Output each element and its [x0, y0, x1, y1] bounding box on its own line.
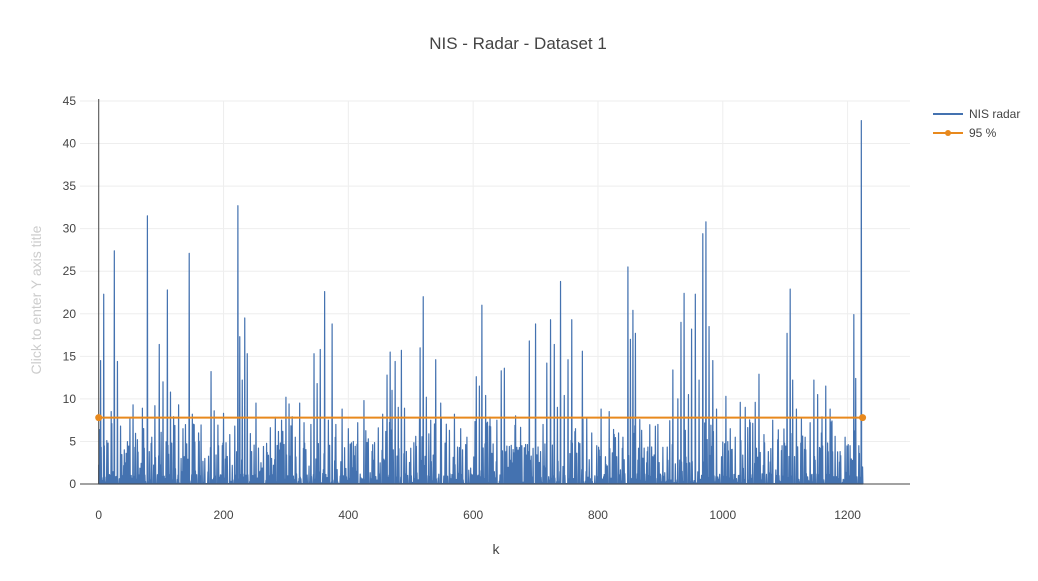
y-tick-label: 0	[69, 477, 76, 491]
threshold-point	[95, 414, 103, 422]
x-tick-label: 1200	[834, 508, 861, 522]
x-tick-label: 400	[338, 508, 358, 522]
y-tick-label: 30	[63, 222, 77, 236]
x-tick-label: 600	[463, 508, 483, 522]
y-tick-label: 40	[63, 137, 77, 151]
x-tick-label: 200	[214, 508, 234, 522]
legend-label-nis-radar: NIS radar	[969, 107, 1020, 121]
legend-item-nis-radar[interactable]: NIS radar	[933, 107, 1020, 121]
y-axis-title-placeholder[interactable]: Click to enter Y axis title	[28, 225, 44, 374]
legend-marker-95-percent	[945, 130, 951, 136]
legend[interactable]: NIS radar 95 %	[933, 107, 1020, 140]
x-tick-label: 800	[588, 508, 608, 522]
y-tick-label: 15	[63, 349, 77, 363]
threshold-point	[859, 414, 867, 422]
y-tick-label: 45	[63, 94, 77, 108]
y-tick-label: 10	[63, 392, 77, 406]
x-axis-title[interactable]: k	[493, 541, 501, 557]
threshold-series	[95, 414, 867, 422]
legend-label-95-percent: 95 %	[969, 126, 997, 140]
gridlines	[80, 100, 910, 484]
legend-item-95-percent[interactable]: 95 %	[933, 126, 997, 140]
y-tick-label: 20	[63, 307, 77, 321]
x-axis-ticks: 0 200 400 600 800 1000 1200	[95, 508, 861, 522]
chart-title: NIS - Radar - Dataset 1	[429, 34, 607, 53]
x-tick-label: 1000	[709, 508, 736, 522]
y-tick-label: 35	[63, 179, 77, 193]
y-axis-ticks: 0 5 10 15 20 25 30 35 40 45	[63, 94, 77, 491]
y-tick-label: 5	[69, 434, 76, 448]
x-tick-label: 0	[95, 508, 102, 522]
y-tick-label: 25	[63, 264, 77, 278]
